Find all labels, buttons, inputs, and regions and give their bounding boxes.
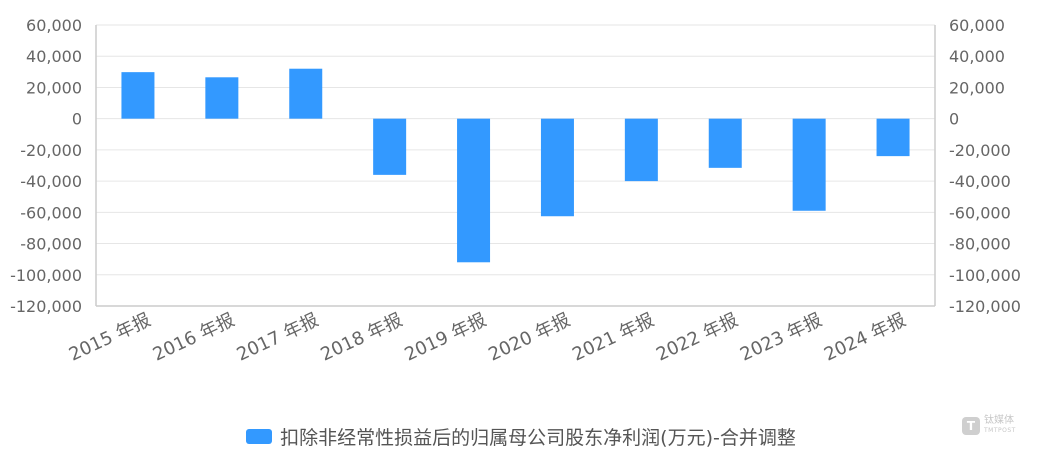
y-tick-label-right: -80,000 xyxy=(949,235,1011,254)
x-tick-label: 2015 年报 xyxy=(66,309,154,365)
y-tick-label-right: -60,000 xyxy=(949,203,1011,222)
y-tick-label-right: 20,000 xyxy=(949,78,1005,97)
y-tick-label-left: -40,000 xyxy=(20,172,82,191)
bar[interactable] xyxy=(540,118,574,217)
x-tick-label: 2021 年报 xyxy=(569,309,657,365)
bar[interactable] xyxy=(205,77,239,119)
bar[interactable] xyxy=(457,118,491,263)
x-tick-label: 2019 年报 xyxy=(401,309,489,365)
watermark-name: 钛媒体 xyxy=(984,415,1014,426)
bars xyxy=(121,68,910,263)
bar[interactable] xyxy=(121,72,155,119)
x-tick-label: 2024 年报 xyxy=(821,309,909,365)
y-tick-label-left: 20,000 xyxy=(26,78,82,97)
legend-swatch xyxy=(246,429,273,444)
x-tick-label: 2017 年报 xyxy=(234,309,322,365)
y-tick-label-right: -20,000 xyxy=(949,141,1011,160)
tmtpost-logo-icon: T xyxy=(962,417,980,435)
legend-label: 扣除非经常性损益后的归属母公司股东净利润(万元)-合并调整 xyxy=(280,427,796,449)
bar[interactable] xyxy=(876,118,910,157)
y-tick-label-right: 40,000 xyxy=(949,47,1005,66)
bar[interactable] xyxy=(624,118,658,182)
x-tick-label: 2022 年报 xyxy=(653,309,741,365)
y-tick-label-right: -120,000 xyxy=(949,297,1021,316)
y-tick-label-right: 60,000 xyxy=(949,16,1005,35)
y-tick-label-left: 40,000 xyxy=(26,47,82,66)
axes xyxy=(95,25,936,307)
y-tick-label-left: 60,000 xyxy=(26,16,82,35)
x-tick-label: 2018 年报 xyxy=(318,309,406,365)
y-tick-labels-right: 60,000 40,000 20,000 0 -20,000 -40,000 -60,000… xyxy=(949,16,1021,316)
bar[interactable] xyxy=(792,118,826,211)
y-tick-label-right: -40,000 xyxy=(949,172,1011,191)
y-tick-labels-left: 60,000 40,000 20,000 0 -20,000 -40,000 -60,000… xyxy=(10,16,82,316)
x-tick-label: 2016 年报 xyxy=(150,309,238,365)
x-tick-label: 2023 年报 xyxy=(737,309,825,365)
watermark-sub: TMTPOST xyxy=(984,427,1016,434)
y-tick-label-left: -100,000 xyxy=(10,266,82,285)
y-tick-label-right: 0 xyxy=(949,110,959,129)
bar[interactable] xyxy=(373,118,407,175)
legend[interactable]: 扣除非经常性损益后的归属母公司股东净利润(万元)-合并调整 xyxy=(0,423,1042,450)
x-tick-label: 2020 年报 xyxy=(485,309,573,365)
y-tick-label-left: -60,000 xyxy=(20,203,82,222)
watermark-logo: T 钛媒体 TMTPOST xyxy=(962,416,1016,436)
bar[interactable] xyxy=(289,68,323,119)
y-tick-label-left: -20,000 xyxy=(20,141,82,160)
y-tick-label-right: -100,000 xyxy=(949,266,1021,285)
watermark-text: 钛媒体 TMTPOST xyxy=(984,416,1016,436)
y-tick-label-left: -120,000 xyxy=(10,297,82,316)
y-tick-label-left: -80,000 xyxy=(20,235,82,254)
y-tick-label-left: 0 xyxy=(72,110,82,129)
bar[interactable] xyxy=(708,118,742,168)
